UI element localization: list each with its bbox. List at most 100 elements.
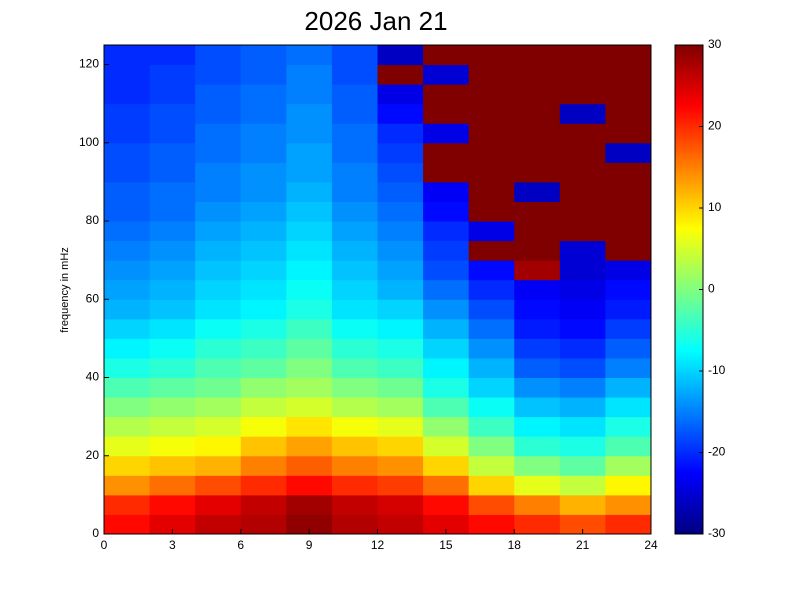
- heatmap-cell: [149, 279, 196, 300]
- heatmap-cell: [149, 64, 196, 85]
- heatmap-cell: [559, 416, 606, 437]
- heatmap-cell: [514, 436, 561, 457]
- heatmap-cell: [331, 279, 378, 300]
- heatmap-cell: [286, 455, 333, 476]
- heatmap-cell: [468, 514, 515, 535]
- heatmap-cell: [514, 377, 561, 398]
- heatmap-cell: [514, 279, 561, 300]
- heatmap-cell: [468, 475, 515, 496]
- heatmap-cell: [423, 357, 470, 379]
- heatmap-cell: [514, 318, 561, 339]
- heatmap-cell: [423, 338, 470, 359]
- heatmap-cell: [240, 318, 287, 339]
- heatmap-cell: [514, 123, 561, 144]
- heatmap-cell: [468, 64, 515, 85]
- heatmap-cell: [559, 221, 606, 242]
- heatmap-cell: [514, 397, 561, 418]
- heatmap-cell: [423, 299, 470, 320]
- heatmap-cell: [195, 318, 242, 339]
- heatmap-cell: [605, 201, 652, 222]
- heatmap-cell: [195, 123, 242, 144]
- heatmap-cell: [104, 123, 151, 144]
- heatmap-cell: [331, 299, 378, 320]
- colorbar-tick-label: -30: [708, 526, 726, 540]
- heatmap-cell: [331, 494, 378, 515]
- y-tick-label: 80: [86, 213, 100, 227]
- heatmap-cell: [423, 142, 470, 163]
- heatmap-cell: [149, 123, 196, 144]
- heatmap-cell: [423, 181, 470, 202]
- heatmap-cell: [104, 142, 151, 163]
- heatmap-cell: [377, 299, 424, 320]
- heatmap-cell: [240, 436, 287, 457]
- heatmap-cell: [286, 45, 333, 66]
- heatmap-cell: [559, 201, 606, 222]
- heatmap-cell: [559, 494, 606, 515]
- heatmap-cell: [286, 377, 333, 398]
- x-tick-label: 21: [576, 538, 590, 552]
- heatmap-cell: [559, 162, 606, 183]
- heatmap-cell: [377, 397, 424, 418]
- heatmap-cell: [559, 45, 606, 66]
- heatmap-cell: [331, 64, 378, 85]
- heatmap-cell: [559, 64, 606, 85]
- heatmap-cell: [605, 514, 652, 535]
- heatmap-cell: [195, 260, 242, 281]
- heatmap-cell: [240, 377, 287, 398]
- heatmap-cell: [286, 475, 333, 496]
- heatmap-cell: [286, 338, 333, 359]
- heatmap-cell: [559, 397, 606, 418]
- heatmap-cell: [423, 416, 470, 437]
- heatmap-cell: [468, 84, 515, 105]
- x-tick-label: 3: [169, 538, 176, 552]
- heatmap-cell: [240, 103, 287, 124]
- heatmap-cell: [468, 201, 515, 222]
- heatmap-cell: [377, 123, 424, 144]
- heatmap-cell: [240, 162, 287, 183]
- heatmap-cell: [195, 494, 242, 515]
- heatmap-cell: [240, 45, 287, 66]
- heatmap-cell: [104, 260, 151, 281]
- heatmap-cell: [377, 318, 424, 339]
- heatmap-cell: [240, 514, 287, 535]
- heatmap-cell: [286, 436, 333, 457]
- heatmap-cell: [423, 45, 470, 66]
- heatmap-cell: [149, 357, 196, 379]
- heatmap-cell: [104, 162, 151, 183]
- heatmap-cell: [286, 84, 333, 105]
- heatmap-cell: [514, 201, 561, 222]
- heatmap-cell: [104, 357, 151, 379]
- heatmap-cell: [423, 103, 470, 124]
- heatmap-cell: [377, 221, 424, 242]
- heatmap-cell: [514, 64, 561, 85]
- heatmap-cell: [149, 84, 196, 105]
- heatmap-cell: [331, 455, 378, 476]
- heatmap-cell: [104, 455, 151, 476]
- heatmap-cell: [240, 279, 287, 300]
- heatmap-cell: [559, 455, 606, 476]
- heatmap-cell: [195, 221, 242, 242]
- heatmap-cell: [286, 279, 333, 300]
- heatmap-cell: [605, 357, 652, 379]
- heatmap-cell: [514, 240, 561, 261]
- heatmap-cell: [286, 397, 333, 418]
- heatmap-cell: [149, 318, 196, 339]
- heatmap-cell: [605, 318, 652, 339]
- heatmap-cell: [104, 494, 151, 515]
- heatmap-cell: [423, 201, 470, 222]
- heatmap-cell: [423, 397, 470, 418]
- heatmap-cell: [468, 494, 515, 515]
- heatmap-cell: [559, 299, 606, 320]
- heatmap-cell: [286, 260, 333, 281]
- heatmap-cell: [468, 357, 515, 379]
- y-tick-label: 120: [79, 57, 99, 71]
- heatmap-cell: [104, 201, 151, 222]
- heatmap-cell: [559, 318, 606, 339]
- heatmap-cell: [195, 416, 242, 437]
- heatmap-cell: [240, 201, 287, 222]
- heatmap-cell: [331, 45, 378, 66]
- heatmap-cell: [286, 318, 333, 339]
- heatmap-cell: [468, 338, 515, 359]
- heatmap-cell: [286, 416, 333, 437]
- heatmap-cell: [149, 103, 196, 124]
